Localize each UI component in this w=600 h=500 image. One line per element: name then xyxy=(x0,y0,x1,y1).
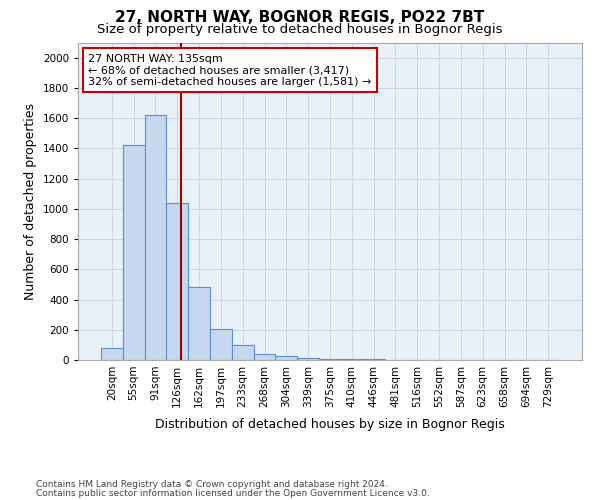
Bar xyxy=(145,115,166,360)
Bar xyxy=(297,358,319,360)
Text: 27 NORTH WAY: 135sqm
← 68% of detached houses are smaller (3,417)
32% of semi-de: 27 NORTH WAY: 135sqm ← 68% of detached h… xyxy=(88,54,371,87)
Text: 27, NORTH WAY, BOGNOR REGIS, PO22 7BT: 27, NORTH WAY, BOGNOR REGIS, PO22 7BT xyxy=(115,10,485,25)
Text: Contains HM Land Registry data © Crown copyright and database right 2024.: Contains HM Land Registry data © Crown c… xyxy=(36,480,388,489)
Y-axis label: Number of detached properties: Number of detached properties xyxy=(24,103,37,300)
Bar xyxy=(254,354,275,360)
Bar xyxy=(210,329,232,360)
Bar xyxy=(341,359,363,360)
X-axis label: Distribution of detached houses by size in Bognor Regis: Distribution of detached houses by size … xyxy=(155,418,505,431)
Bar xyxy=(232,345,254,360)
Bar xyxy=(275,356,297,360)
Bar xyxy=(166,203,188,360)
Bar xyxy=(101,348,123,360)
Bar xyxy=(123,146,145,360)
Text: Size of property relative to detached houses in Bognor Regis: Size of property relative to detached ho… xyxy=(97,22,503,36)
Bar xyxy=(319,359,341,360)
Bar xyxy=(188,288,210,360)
Text: Contains public sector information licensed under the Open Government Licence v3: Contains public sector information licen… xyxy=(36,488,430,498)
